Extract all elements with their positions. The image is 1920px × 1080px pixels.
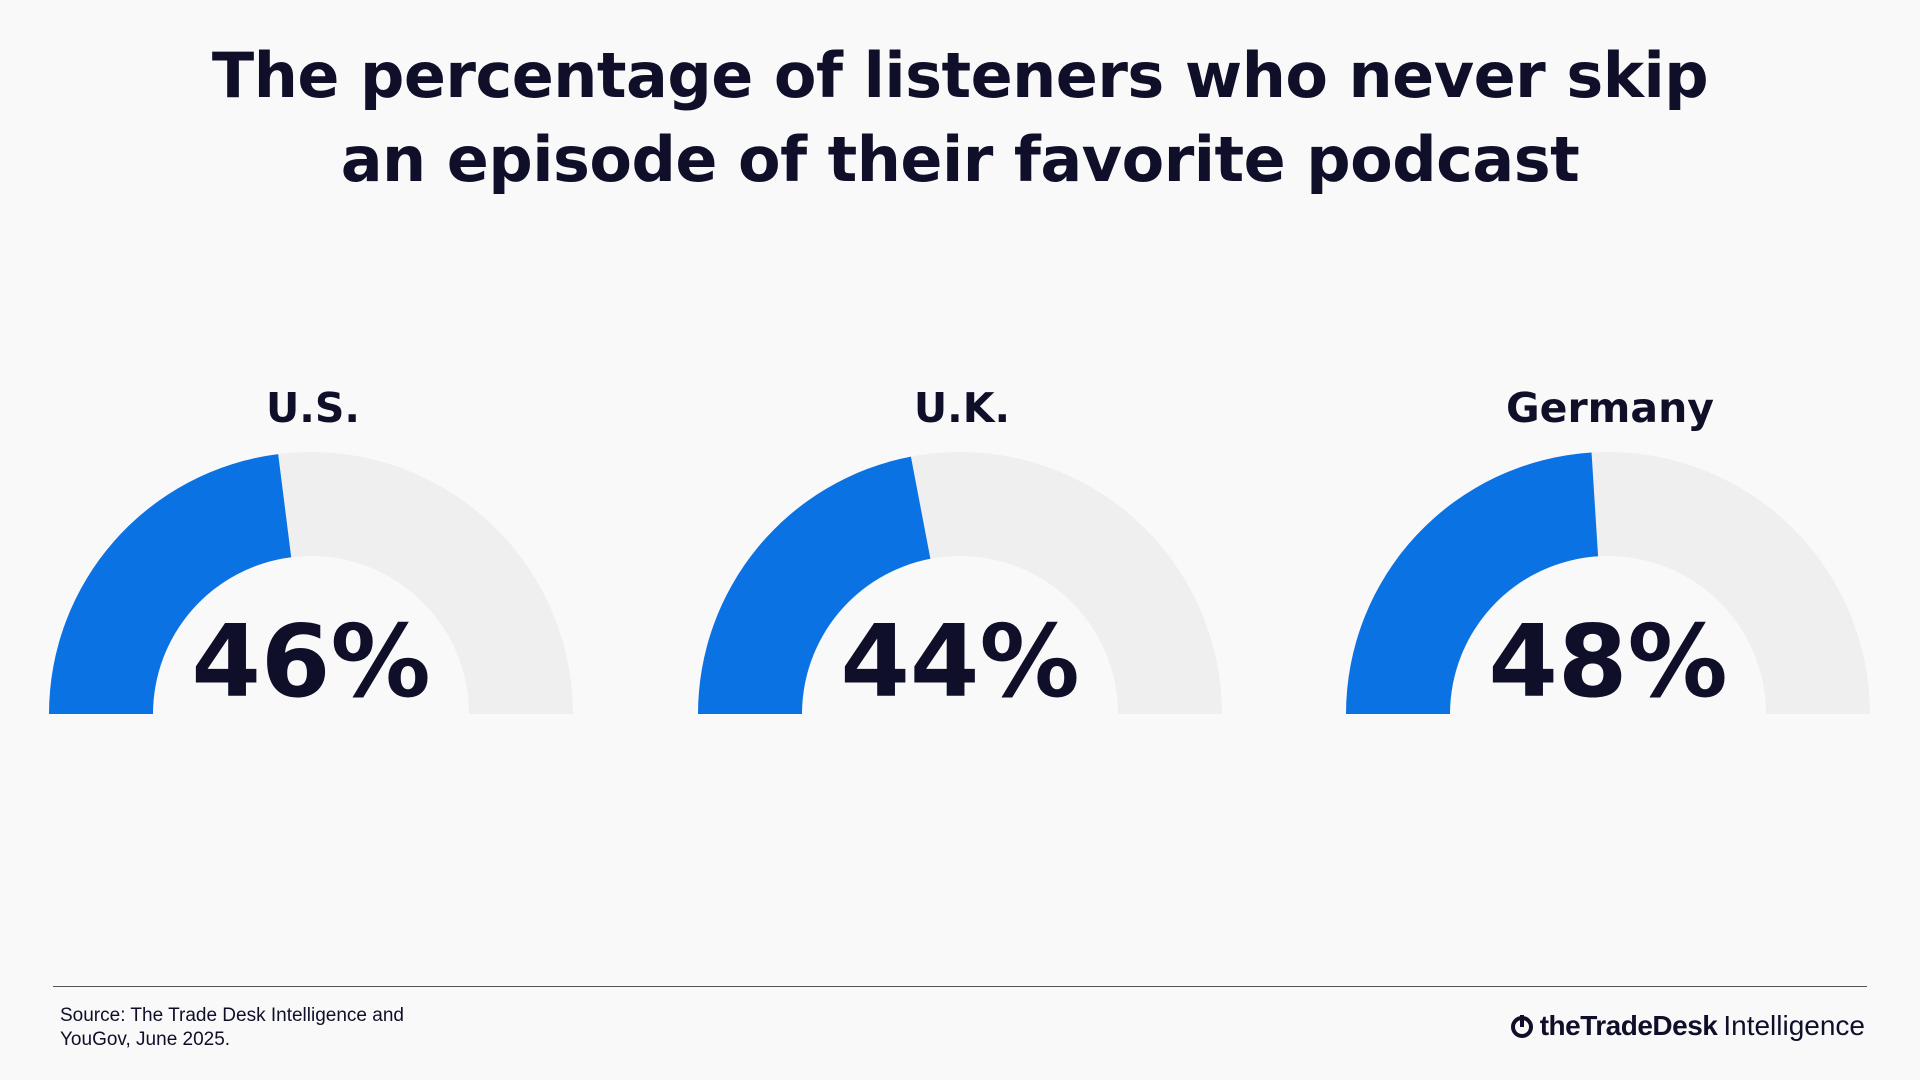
category-label: U.K. <box>914 384 1010 432</box>
category-label: U.S. <box>266 384 360 432</box>
gauge-fill <box>49 454 292 714</box>
logo-icon <box>1510 1015 1533 1038</box>
value-label: 44% <box>840 603 1079 720</box>
gauge-fill <box>698 456 931 714</box>
logo-product: Intelligence <box>1723 1010 1865 1041</box>
value-label: 48% <box>1488 603 1727 720</box>
value-label: 46% <box>191 603 430 720</box>
logo-brand: theTradeDesk <box>1539 1010 1718 1041</box>
footer-rule <box>53 986 1867 987</box>
logo: theTradeDesk Intelligence <box>1510 1010 1865 1042</box>
source-note: Source: The Trade Desk Intelligence and … <box>60 1005 404 1050</box>
gauge-fill <box>1346 452 1599 714</box>
category-label: Germany <box>1506 384 1714 432</box>
chart-title: The percentage of listeners who never sk… <box>211 39 1709 196</box>
